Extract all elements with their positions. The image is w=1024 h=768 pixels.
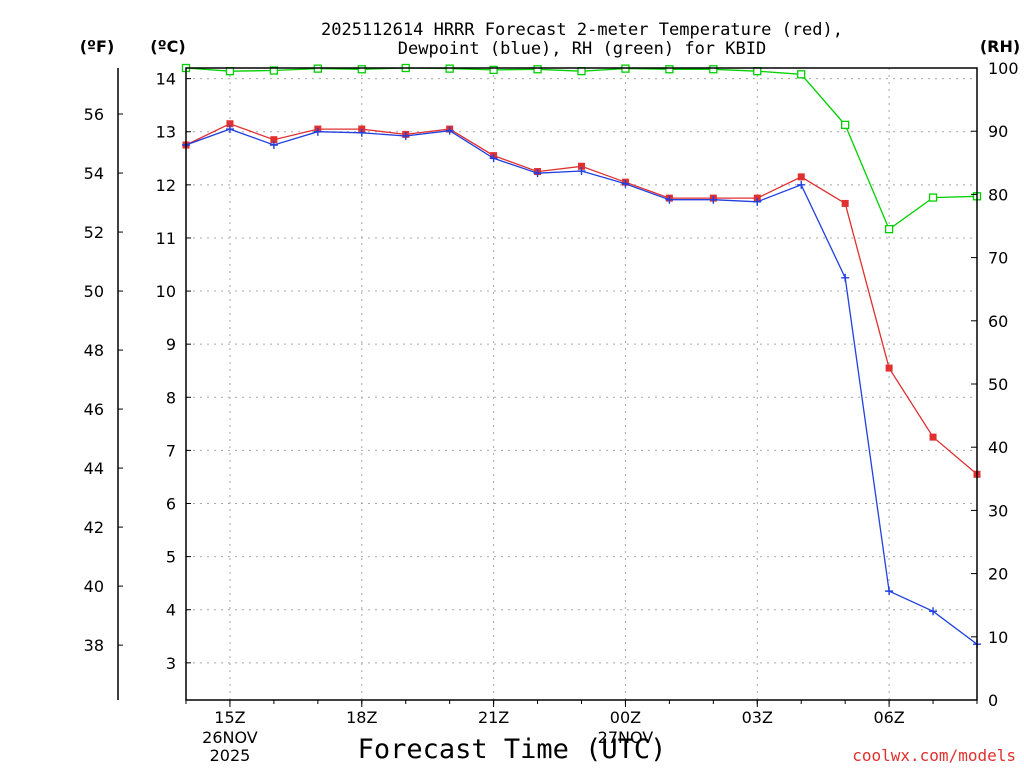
rh-tick-label: 70: [988, 249, 1008, 268]
dewpoint-point: [357, 128, 366, 137]
labels: 2025112614 HRRR Forecast 2-meter Tempera…: [80, 20, 1020, 765]
rh-point: [357, 65, 366, 74]
celsius-tick-label: 7: [166, 441, 176, 460]
grid-lines: [186, 68, 977, 700]
rh-point: [533, 65, 542, 74]
x-axis-label: Forecast Time (UTC): [358, 734, 667, 765]
dewpoint-point: [841, 273, 850, 282]
dewpoint-line: [185, 128, 978, 645]
dewpoint-point: [665, 195, 674, 204]
dewpoint-point: [313, 127, 322, 136]
dewpoint-point: [445, 126, 454, 135]
fahrenheit-tick-label: 54: [84, 164, 104, 183]
fahrenheit-tick-label: 42: [84, 518, 104, 537]
x-tick-label: 06Z: [873, 708, 904, 727]
rh-point: [797, 70, 806, 79]
rh-tick-label: 40: [988, 438, 1008, 457]
series-layer: [181, 63, 982, 649]
series-dewpoint: [182, 125, 981, 649]
rh-tick-label: 60: [988, 312, 1008, 331]
rh-tick-label: 20: [988, 565, 1008, 584]
rh-point: [841, 120, 850, 130]
dewpoint-point: [269, 141, 278, 150]
credit-text: coolwx.com/models: [852, 746, 1016, 765]
axes: 3456789101112131438404244464850525456010…: [84, 59, 1019, 765]
celsius-tick-label: 8: [166, 388, 176, 407]
dewpoint-point: [401, 131, 410, 140]
temperature-line: [185, 123, 978, 475]
celsius-tick-label: 3: [166, 654, 176, 673]
fahrenheit-tick-label: 48: [84, 341, 104, 360]
temperature-point: [226, 120, 234, 128]
chart-title-line-2: Dewpoint (blue), RH (green) for KBID: [398, 39, 766, 59]
dewpoint-point: [489, 154, 498, 163]
temperature-point: [270, 136, 278, 144]
dewpoint-point: [885, 587, 894, 596]
x-tick-label: 18Z: [346, 708, 377, 727]
celsius-tick-label: 10: [156, 282, 176, 301]
rh-axis-label: (RH): [980, 37, 1020, 56]
temperature-point: [841, 199, 849, 207]
rh-point: [884, 225, 894, 234]
dewpoint-point: [709, 195, 718, 204]
fahrenheit-tick-label: 52: [84, 223, 104, 242]
dewpoint-point: [225, 125, 234, 134]
celsius-tick-label: 11: [156, 229, 176, 248]
dewpoint-point: [753, 197, 762, 206]
rh-tick-label: 0: [988, 691, 998, 710]
fahrenheit-tick-label: 50: [84, 282, 104, 301]
rh-point: [928, 193, 938, 202]
celsius-tick-label: 9: [166, 335, 176, 354]
x-tick-label: 21Z: [478, 708, 509, 727]
dewpoint-point: [621, 179, 630, 188]
fahrenheit-tick-label: 38: [84, 636, 104, 655]
celsius-tick-label: 13: [156, 123, 176, 142]
rh-tick-label: 90: [988, 122, 1008, 141]
celsius-tick-label: 4: [166, 601, 176, 620]
x-tick-sublabel: 2025: [210, 746, 251, 765]
x-tick-label: 15Z: [214, 708, 245, 727]
temperature-point: [578, 162, 585, 170]
celsius-tick-label: 12: [156, 176, 176, 195]
celsius-axis-label: (ºC): [150, 37, 185, 56]
rh-line: [185, 67, 978, 231]
rh-tick-label: 100: [988, 59, 1019, 78]
x-tick-label: 03Z: [742, 708, 773, 727]
series-rh: [181, 63, 982, 234]
rh-point: [709, 65, 718, 74]
rh-tick-label: 80: [988, 185, 1008, 204]
x-tick-sublabel: 26NOV: [202, 728, 258, 747]
rh-tick-label: 50: [988, 375, 1008, 394]
fahrenheit-tick-label: 46: [84, 400, 104, 419]
x-tick-label: 00Z: [610, 708, 641, 727]
rh-tick-label: 30: [988, 501, 1008, 520]
celsius-tick-label: 6: [166, 494, 176, 513]
dewpoint-point: [577, 167, 586, 176]
temperature-point: [797, 173, 805, 181]
dewpoint-point: [533, 169, 542, 178]
x-tick-sublabel: 27NOV: [598, 728, 654, 747]
fahrenheit-tick-label: 44: [84, 459, 104, 478]
dewpoint-point: [797, 180, 806, 189]
fahrenheit-tick-label: 40: [84, 577, 104, 596]
rh-tick-label: 10: [988, 628, 1008, 647]
celsius-tick-label: 5: [166, 548, 176, 567]
dewpoint-point: [929, 607, 938, 616]
rh-point: [665, 65, 674, 74]
celsius-tick-label: 14: [156, 70, 176, 89]
temperature-point: [885, 364, 893, 372]
chart-title-line-1: 2025112614 HRRR Forecast 2-meter Tempera…: [321, 20, 843, 40]
rh-point: [269, 66, 279, 75]
temperature-point: [929, 433, 937, 441]
fahrenheit-tick-label: 56: [84, 105, 104, 124]
fahrenheit-axis-label: (ºF): [80, 37, 115, 56]
rh-point: [489, 65, 498, 75]
